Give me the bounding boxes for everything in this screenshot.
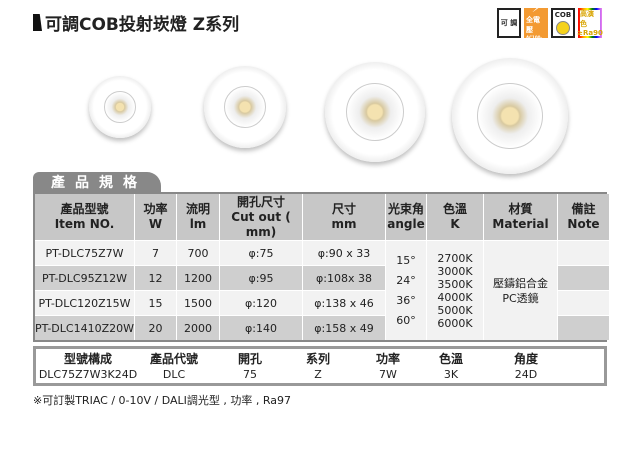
table-cell: φ:120 [220,290,303,315]
header-size: 尺寸 mm [303,194,386,240]
table-cell: 1200 [177,265,220,290]
code-column: 角度 24D [513,352,539,381]
table-cell: φ:138 x 46 [303,290,386,315]
code-column: 產品代號 DLC [149,352,199,381]
table-cell: 7 [135,240,177,265]
note-cell [558,265,609,290]
table-cell: φ:108x 38 [303,265,386,290]
feature-badges: 可 調 ⚡ 全電壓 AC100-240V COB 高演色 ≥Ra90 [497,1,603,45]
table-cell: PT-DLC1410Z20W [35,315,135,340]
code-column: 色溫 3K [438,352,464,381]
header-cct: 色溫 K [427,194,484,240]
table-cell: PT-DLC95Z12W [35,265,135,290]
table-cell: φ:158 x 49 [303,315,386,340]
product-image-95 [204,66,286,148]
section-tab: 產品規格 [33,172,161,194]
header-item: 產品型號 Item NO. [35,194,135,240]
spec-table: 產品型號 Item NO. 功率 W 流明 lm 開孔尺寸 Cut out ( mm) … [33,192,609,342]
product-image-75 [89,76,151,138]
note-cell [558,290,609,315]
beam-angle-cell: 15° 24° 36° 60° [386,240,427,340]
code-column: 系列 Z [305,352,331,381]
table-cell: 2000 [177,315,220,340]
product-image-140 [452,58,568,174]
title-marker-icon [33,14,42,31]
full-voltage-badge-icon: ⚡ 全電壓 AC100-240V [524,1,548,45]
page-title: 可調COB投射崁燈 Z系列 [33,10,239,35]
code-column: 開孔 75 [237,352,263,381]
code-column: 功率 7W [375,352,401,381]
color-temp-cell: 2700K 3000K 3500K 4000K 5000K 6000K [427,240,484,340]
model-code-table: 型號構成 DLC75Z7W3K24D 產品代號 DLC 開孔 75 系列 Z 功率 7W … [33,346,607,386]
header-watt: 功率 W [135,194,177,240]
high-cri-badge-icon: 高演色 ≥Ra90 [577,8,603,38]
header-cutout: 開孔尺寸 Cut out ( mm) [220,194,303,240]
header-note: 備註 Note [558,194,609,240]
header-angle: 光束角 angle [386,194,427,240]
note-cell [558,240,609,265]
table-cell: 700 [177,240,220,265]
dimmable-badge-icon: 可 調 [497,8,521,38]
product-image-120 [325,62,425,162]
table-cell: 15 [135,290,177,315]
table-cell: PT-DLC120Z15W [35,290,135,315]
table-cell: PT-DLC75Z7W [35,240,135,265]
table-cell: 1500 [177,290,220,315]
note-cell [558,315,609,340]
table-cell: 20 [135,315,177,340]
header-lumen: 流明 lm [177,194,220,240]
material-cell: 壓鑄鋁合金 PC透鏡 [484,240,558,340]
table-cell: φ:140 [220,315,303,340]
table-cell: φ:95 [220,265,303,290]
cob-badge-icon: COB [551,8,575,38]
table-cell: φ:90 x 33 [303,240,386,265]
header-material: 材質 Material [484,194,558,240]
footnote: ※可訂製TRIAC / 0-10V / DALI調光型 , 功率 , Ra97 [33,394,292,407]
code-column: 型號構成 DLC75Z7W3K24D [38,352,138,381]
table-cell: φ:75 [220,240,303,265]
table-cell: 12 [135,265,177,290]
